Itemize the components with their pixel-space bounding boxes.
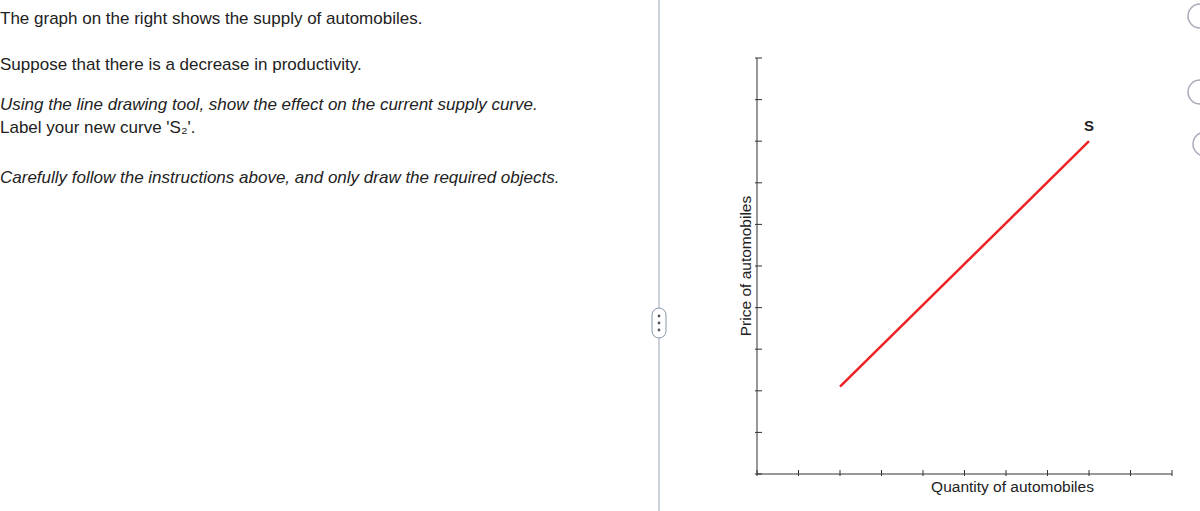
instruction-text: Using the line drawing tool, show the ef… xyxy=(0,95,538,114)
x-tick xyxy=(757,470,758,476)
plot-area xyxy=(840,141,1089,386)
x-tick xyxy=(798,470,799,476)
curve-label: S xyxy=(1084,117,1094,134)
y-tick xyxy=(755,474,762,475)
handle-dot xyxy=(658,322,661,325)
handle-dot xyxy=(658,315,661,318)
y-tick xyxy=(755,182,762,183)
y-tick xyxy=(755,307,762,308)
x-axis-label: Quantity of automobiles xyxy=(931,478,1094,495)
instruction-line: Suppose that there is a decrease in prod… xyxy=(0,55,362,74)
y-tick xyxy=(755,266,762,267)
x-tick xyxy=(1172,470,1173,476)
instruction-text: Label your new curve 'S₂'. xyxy=(0,118,195,137)
y-tick xyxy=(755,141,762,142)
x-tick xyxy=(840,470,841,476)
x-tick xyxy=(1047,470,1048,476)
y-tick xyxy=(755,432,762,433)
instruction-text: Suppose that there is a decrease in prod… xyxy=(0,55,362,74)
x-tick xyxy=(1006,470,1007,476)
instruction-line: Carefully follow the instructions above,… xyxy=(0,168,559,187)
supply-curve xyxy=(840,141,1089,386)
instruction-text: The graph on the right shows the supply … xyxy=(0,9,422,28)
y-tick xyxy=(755,58,762,59)
divider xyxy=(659,0,660,511)
instruction-line: The graph on the right shows the supply … xyxy=(0,9,422,28)
page: The graph on the right shows the supply … xyxy=(0,0,1200,511)
y-tick xyxy=(755,390,762,391)
instruction-line: Using the line drawing tool, show the ef… xyxy=(0,95,538,114)
y-tick xyxy=(755,99,762,100)
x-tick xyxy=(881,470,882,476)
y-tick xyxy=(755,349,762,350)
x-tick xyxy=(923,470,924,476)
y-axis-label: Price of automobiles xyxy=(737,196,754,337)
divider-handle[interactable] xyxy=(652,308,666,338)
tool-button[interactable] xyxy=(1193,132,1200,156)
x-tick xyxy=(964,470,965,476)
x-tick xyxy=(1130,470,1131,476)
tool-button[interactable] xyxy=(1188,4,1200,28)
instruction-line: Label your new curve 'S₂'. xyxy=(0,118,195,137)
y-tick xyxy=(755,224,762,225)
tool-button[interactable] xyxy=(1188,80,1200,104)
handle-dot xyxy=(658,329,661,332)
instruction-text: Carefully follow the instructions above,… xyxy=(0,168,559,187)
x-tick xyxy=(1089,470,1090,476)
